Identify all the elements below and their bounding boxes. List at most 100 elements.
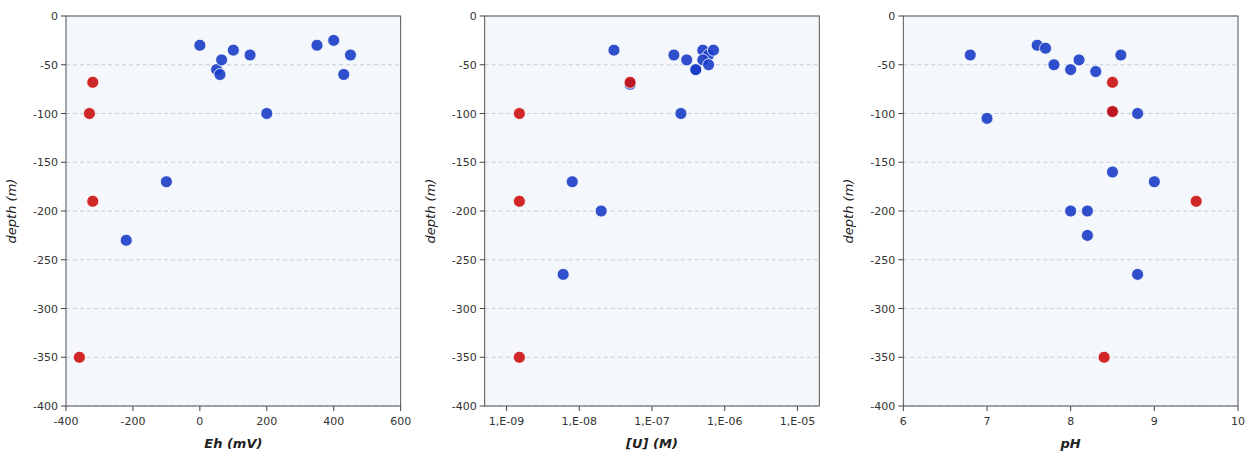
point: [1065, 64, 1077, 76]
marks: [964, 39, 1202, 363]
y-tick: [61, 406, 66, 407]
point: [227, 44, 239, 56]
y-tick-label: -300: [452, 303, 477, 316]
y-tick-label: -50: [459, 59, 477, 72]
figure: 0 -50 -100 -150 -200 -250 -300 -350 -400 -400 -200…: [0, 0, 1256, 462]
point: [513, 351, 525, 363]
grid-line: [66, 308, 401, 309]
y-tick: [61, 211, 66, 212]
point: [981, 112, 993, 124]
y-tick: [480, 308, 485, 309]
series: [1098, 76, 1202, 363]
x-tick-label: 200: [256, 415, 277, 428]
x-tick-label: 0: [196, 415, 203, 428]
x-tick: [652, 406, 653, 411]
series: [557, 44, 719, 280]
series: [964, 39, 1160, 280]
point: [338, 69, 350, 81]
x-tick: [400, 406, 401, 411]
point: [566, 176, 578, 188]
x-tick-label: 7: [984, 415, 991, 428]
x-tick: [506, 406, 507, 411]
point: [83, 108, 95, 120]
x-tick: [132, 406, 133, 411]
grid-line: [485, 162, 820, 163]
y-tick-label: -200: [452, 205, 477, 218]
grid-line: [66, 162, 401, 163]
point: [595, 205, 607, 217]
plot-background: [485, 16, 820, 406]
point: [1081, 205, 1093, 217]
point: [1132, 108, 1144, 120]
y-tick: [61, 162, 66, 163]
y-tick: [480, 406, 485, 407]
point: [120, 234, 132, 246]
x-tick: [579, 406, 580, 411]
y-tick: [898, 259, 903, 260]
y-tick-label: -300: [33, 303, 58, 316]
y-tick-label: -350: [452, 351, 477, 364]
y-tick-label: -50: [40, 59, 58, 72]
y-tick: [61, 16, 66, 17]
y-tick: [898, 357, 903, 358]
y-tick: [480, 162, 485, 163]
point: [1048, 59, 1060, 71]
point: [1073, 54, 1085, 66]
x-tick: [199, 406, 200, 411]
point: [703, 59, 715, 71]
x-tick: [797, 406, 798, 411]
x-tick-label: 6: [900, 415, 907, 428]
y-tick: [898, 113, 903, 114]
plot-background: [66, 16, 401, 406]
point: [216, 54, 228, 66]
point: [1098, 351, 1110, 363]
x-tick-label: 600: [390, 415, 411, 428]
point: [1040, 42, 1052, 54]
y-tick: [898, 211, 903, 212]
point: [311, 39, 323, 51]
y-tick: [898, 162, 903, 163]
y-tick: [61, 308, 66, 309]
x-tick: [266, 406, 267, 411]
grid-line: [485, 211, 820, 212]
point: [557, 268, 569, 280]
y-tick-label: -100: [870, 108, 895, 121]
x-tick: [1070, 406, 1071, 411]
grid-line: [485, 113, 820, 114]
x-tick: [1238, 406, 1239, 411]
y-axis-label: depth (m): [423, 179, 438, 244]
y-tick: [898, 16, 903, 17]
point: [87, 76, 99, 88]
grid-line: [485, 357, 820, 358]
y-tick-label: -200: [870, 205, 895, 218]
point: [194, 39, 206, 51]
y-tick-label: -50: [877, 59, 895, 72]
x-tick-label: 1,E-09: [489, 415, 524, 428]
y-tick-label: -150: [870, 156, 895, 169]
grid-line: [903, 308, 1238, 309]
marks: [513, 44, 719, 363]
y-axis-label: depth (m): [841, 179, 856, 244]
grid-line: [903, 357, 1238, 358]
point: [344, 49, 356, 61]
grid-line: [485, 64, 820, 65]
point: [1190, 195, 1202, 207]
grid-line: [66, 211, 401, 212]
y-tick-label: -400: [452, 400, 477, 413]
y-tick-label: 0: [470, 10, 477, 23]
point: [1132, 268, 1144, 280]
y-tick-label: -200: [33, 205, 58, 218]
x-axis-label: Eh (mV): [204, 436, 262, 451]
x-tick-label: 9: [1151, 415, 1158, 428]
y-tick-label: -400: [870, 400, 895, 413]
y-tick: [480, 64, 485, 65]
y-tick-label: -150: [452, 156, 477, 169]
plot-frame: [903, 16, 1238, 406]
grid-line: [485, 259, 820, 260]
point: [513, 195, 525, 207]
y-tick-label: -250: [870, 254, 895, 267]
x-tick: [1154, 406, 1155, 411]
y-tick: [61, 259, 66, 260]
y-tick-label: -300: [870, 303, 895, 316]
point: [707, 44, 719, 56]
